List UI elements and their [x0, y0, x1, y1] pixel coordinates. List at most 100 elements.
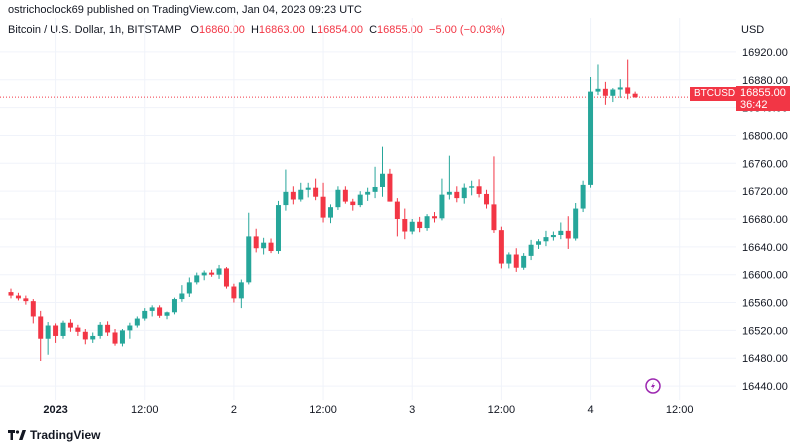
- low-label: L: [310, 24, 318, 36]
- candle-body: [394, 201, 400, 219]
- candle-body: [45, 325, 51, 339]
- candle-body: [610, 89, 616, 96]
- candle-body: [595, 88, 601, 92]
- y-tick-label: 16480.00: [742, 353, 788, 365]
- y-tick-label: 16880.00: [742, 75, 788, 87]
- candle-body: [491, 204, 497, 231]
- candle-body: [536, 241, 542, 245]
- tradingview-logo[interactable]: TradingView: [8, 428, 100, 442]
- candle-body: [313, 187, 319, 197]
- candle-body: [506, 254, 512, 264]
- candle-body: [298, 189, 304, 200]
- candle-body: [498, 230, 504, 264]
- candle-body: [350, 201, 356, 206]
- candle-body: [23, 298, 29, 302]
- candle-body: [60, 322, 66, 336]
- candle-body: [275, 205, 281, 252]
- bar-countdown: 36:42: [740, 99, 768, 111]
- candle-body: [342, 189, 348, 202]
- candle-body: [82, 331, 88, 340]
- candle-body: [335, 189, 341, 208]
- candle-body: [387, 173, 393, 202]
- candle-body: [461, 187, 467, 199]
- candle-body: [127, 325, 133, 331]
- candle-body: [625, 87, 631, 94]
- candle-body: [38, 316, 44, 339]
- candle-body: [327, 207, 333, 218]
- candle-body: [513, 254, 519, 268]
- x-tick-label: 12:00: [488, 404, 516, 416]
- candle-body: [30, 301, 36, 317]
- event-marker-icon: [645, 378, 661, 394]
- candle-body: [90, 335, 96, 340]
- candle-body: [543, 237, 549, 242]
- candle-body: [565, 230, 571, 239]
- candle-body: [550, 235, 556, 238]
- y-tick-label: 16720.00: [742, 186, 788, 198]
- candle-body: [409, 221, 415, 232]
- candle-body: [602, 88, 608, 96]
- candle-body: [357, 194, 363, 206]
- y-tick-label: 16640.00: [742, 242, 788, 254]
- y-tick-label: 16760.00: [742, 158, 788, 170]
- candle-body: [283, 191, 289, 206]
- candle-body: [573, 208, 579, 239]
- candle-body: [194, 275, 200, 283]
- candle-body: [223, 268, 229, 287]
- candle-body: [632, 93, 638, 98]
- candle-body: [484, 193, 490, 205]
- candle-body: [528, 244, 534, 256]
- candle-body: [588, 91, 594, 185]
- last-price-tag: 16855.00 36:42: [736, 86, 790, 111]
- candle-body: [231, 286, 237, 299]
- candle-body: [134, 318, 140, 326]
- x-tick-label: 12:00: [309, 404, 337, 416]
- candle-body: [558, 230, 564, 236]
- symbol-name[interactable]: Bitcoin / U.S. Dollar, 1h, BITSTAMP: [8, 24, 182, 36]
- y-tick-label: 16920.00: [742, 47, 788, 59]
- candle-body: [372, 186, 378, 192]
- candle-body: [476, 186, 482, 194]
- candle-body: [157, 307, 163, 316]
- candle-body: [454, 191, 460, 199]
- candle-body: [142, 310, 148, 319]
- candle-body: [164, 312, 170, 316]
- candle-body: [53, 325, 59, 336]
- currency-label: USD: [741, 24, 765, 36]
- candle-body: [105, 324, 111, 333]
- candle-body: [469, 186, 475, 188]
- y-tick-label: 16440.00: [742, 381, 788, 393]
- candle-body: [246, 236, 252, 283]
- open-value: 16860.00: [198, 24, 245, 36]
- brand-name: TradingView: [30, 428, 101, 442]
- x-tick-label: 12:00: [131, 404, 159, 416]
- open-label: O: [190, 24, 199, 36]
- candle-body: [365, 191, 371, 195]
- x-tick-label: 12:00: [666, 404, 694, 416]
- candle-body: [402, 219, 408, 232]
- x-tick-label: 2023: [43, 404, 67, 416]
- y-tick-label: 16520.00: [742, 325, 788, 337]
- candle-body: [380, 173, 385, 187]
- candle-body: [417, 221, 423, 229]
- candle-body: [439, 194, 445, 219]
- close-label: C: [369, 24, 378, 36]
- candle-body: [171, 299, 177, 313]
- candle-body: [186, 282, 192, 294]
- high-value: 16863.00: [258, 24, 305, 36]
- candle-body: [320, 196, 326, 218]
- candle-body: [97, 324, 103, 336]
- candle-body: [15, 295, 21, 299]
- close-value: 16855.00: [377, 24, 423, 36]
- x-tick-label: 3: [409, 404, 415, 416]
- candle-body: [119, 330, 125, 344]
- candle-body: [75, 327, 81, 332]
- candle-body: [209, 272, 215, 275]
- candle-body: [216, 268, 222, 275]
- publisher-line: ostrichoclock69 published on TradingView…: [8, 4, 362, 16]
- candle-body: [67, 322, 73, 328]
- candle-body: [305, 187, 311, 190]
- candle-body: [261, 242, 267, 249]
- x-tick-label: 2: [231, 404, 237, 416]
